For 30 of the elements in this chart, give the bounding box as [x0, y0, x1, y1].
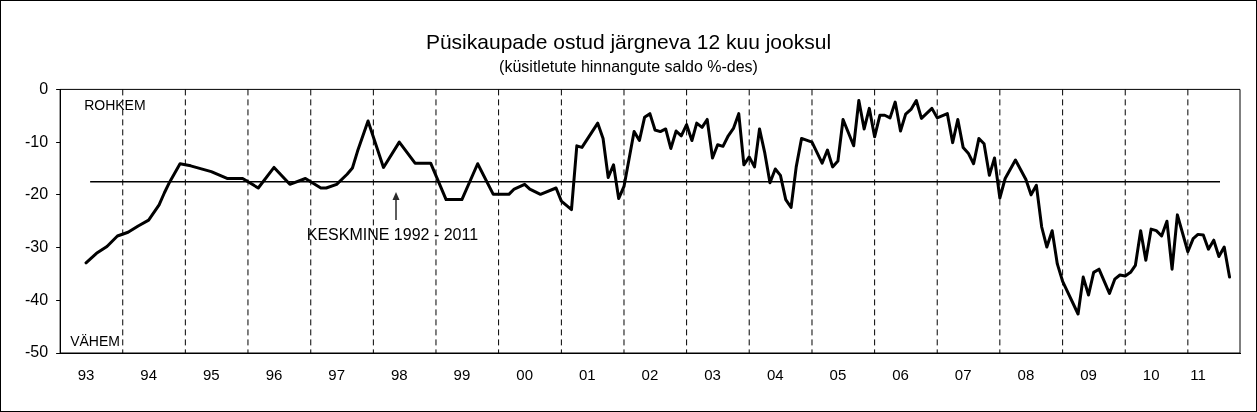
x-tick-label: 02	[641, 366, 659, 384]
x-tick-label: 07	[954, 366, 972, 384]
x-tick-label: 95	[202, 366, 220, 384]
x-tick-label: 05	[829, 366, 847, 384]
ref-line-label: KESKMINE 1992 - 2011	[306, 226, 479, 244]
annotation: ROHKEM	[84, 97, 146, 114]
x-tick-label: 09	[1080, 366, 1097, 384]
x-tick-label: 08	[1017, 366, 1035, 384]
x-tick-label: 96	[265, 366, 283, 384]
y-tick-label: -10	[25, 132, 49, 150]
y-tick-label: -20	[25, 185, 49, 203]
y-tick-label: 0	[39, 79, 49, 97]
x-tick-label: 04	[766, 366, 784, 384]
chart-title: Püsikaupade ostud järgneva 12 kuu jooksul	[425, 30, 832, 54]
x-tick-label: 03	[704, 366, 721, 384]
y-tick-label: -50	[25, 343, 49, 361]
x-tick-label: 11	[1190, 366, 1206, 384]
x-tick-label: 06	[892, 366, 909, 384]
x-tick-label: 97	[328, 366, 345, 384]
y-tick-label: -40	[25, 290, 49, 308]
x-tick-label: 10	[1142, 366, 1160, 384]
x-tick-label: 93	[77, 366, 95, 384]
x-tick-label: 99	[453, 366, 471, 384]
x-tick-label: 01	[578, 366, 596, 384]
x-tick-label: 94	[140, 366, 157, 384]
x-tick-label: 00	[516, 366, 534, 384]
annotation: VÄHEM	[70, 332, 120, 349]
y-tick-label: -30	[25, 237, 49, 255]
chart-subtitle: (küsitletute hinnangute saldo %-des)	[499, 58, 758, 76]
x-tick-label: 98	[390, 366, 408, 384]
